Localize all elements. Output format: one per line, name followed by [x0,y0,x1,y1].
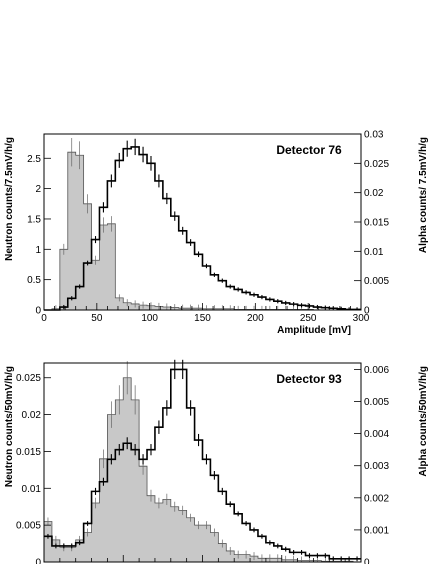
neutron-histogram [43,377,361,563]
y-axis-label: Neutron counts/7.5mV/h/g [4,137,15,261]
y2-tick-label: 0.03 [364,130,384,141]
x-tick-label: 50 [91,313,103,324]
x-tick-label: 0 [41,313,47,324]
chart-title: Detector 76 [276,143,342,157]
neutron-histogram [44,151,361,311]
y-tick-label: 0.025 [16,373,41,384]
y2-tick-label: 0.004 [364,429,389,440]
y2-tick-label: 0.02 [364,188,384,199]
panel-detector-76: 0 50 100 150 200 250 30000.511.522.500.0050.01… [4,130,429,337]
chart-title: Detector 93 [276,372,342,386]
y2-tick-label: 0.005 [364,276,389,287]
alpha-histogram-line [44,368,361,560]
y-tick-label: 0.5 [27,275,41,286]
y2-tick-label: 0.006 [364,365,389,376]
y-axis-label: Neutron counts/50mV/h/g [4,366,15,487]
y-tick-label: 0.02 [22,410,42,421]
y-tick-label: 0 [35,558,41,564]
y-tick-label: 2 [35,184,41,195]
y2-tick-label: 0.003 [364,461,389,472]
y-tick-label: 0.015 [16,447,41,458]
alpha-histogram-line [44,146,361,311]
y2-axis-label: Alpha counts/ 7.5mV/h/g [418,137,429,253]
x-tick-label: 250 [300,313,317,324]
y2-tick-label: 0.025 [364,159,389,170]
y2-tick-label: 0.005 [364,397,389,408]
y2-tick-label: 0 [364,306,370,317]
x-tick-label: 150 [194,313,211,324]
y-tick-label: 0 [35,306,41,317]
y-tick-label: 1.5 [27,214,41,225]
x-axis-label: Amplitude [mV] [277,325,351,336]
y-tick-label: 0.005 [16,521,41,532]
y2-tick-label: 0.01 [364,247,384,258]
y2-axis-label: Alpha counts/50mV/h/g [418,366,429,477]
y2-tick-label: 0.015 [364,218,389,229]
y-tick-label: 0.01 [22,484,42,495]
y-tick-label: 2.5 [27,154,41,165]
y2-tick-label: 0 [364,558,370,564]
y2-tick-label: 0.001 [364,525,389,536]
x-tick-label: 100 [141,313,158,324]
x-tick-label: 200 [247,313,264,324]
x-tick-label: 300 [353,313,370,324]
y2-tick-label: 0.002 [364,493,389,504]
panel-detector-93: 050010001500200000.0050.010.0150.020.025… [4,359,429,564]
y-tick-label: 1 [35,245,41,256]
